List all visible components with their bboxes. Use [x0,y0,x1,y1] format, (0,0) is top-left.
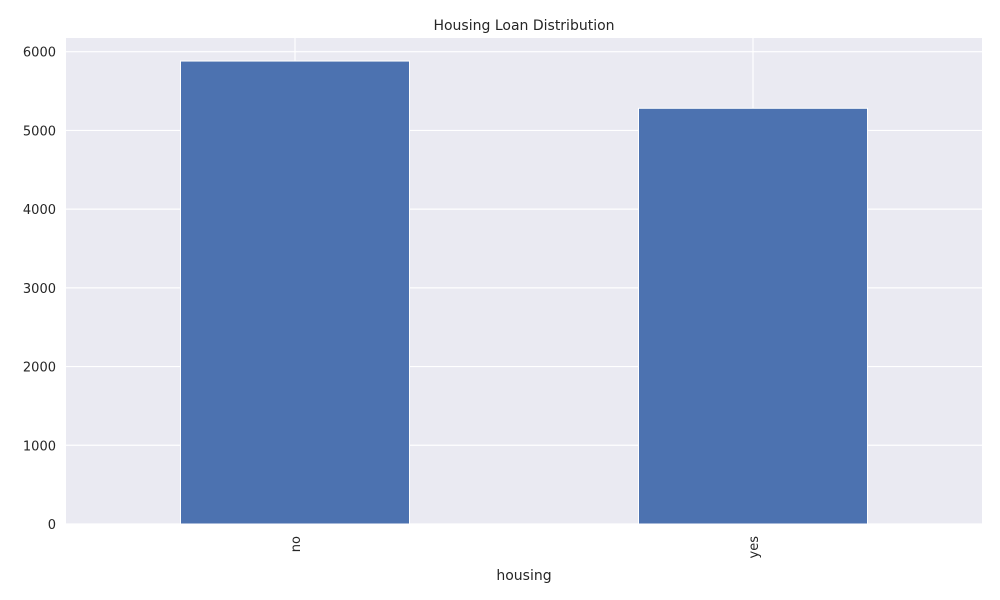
y-tick-label: 1000 [23,439,56,454]
y-axis-ticks: 0 1000 2000 3000 4000 5000 6000 [23,46,56,533]
y-tick-label: 5000 [23,124,56,139]
x-axis-ticks: no yes [289,536,762,559]
bar-yes [638,107,868,525]
y-tick-label: 4000 [23,203,56,218]
bar-no [180,60,410,525]
y-tick-label: 2000 [23,361,56,376]
chart-title: Housing Loan Distribution [433,18,614,34]
y-tick-label: 6000 [23,46,56,61]
bars [180,60,868,525]
x-tick-label: no [289,536,304,552]
x-axis-label: housing [496,568,551,584]
y-tick-label: 3000 [23,282,56,297]
x-tick-label: yes [747,536,762,559]
y-tick-label: 0 [48,518,56,533]
